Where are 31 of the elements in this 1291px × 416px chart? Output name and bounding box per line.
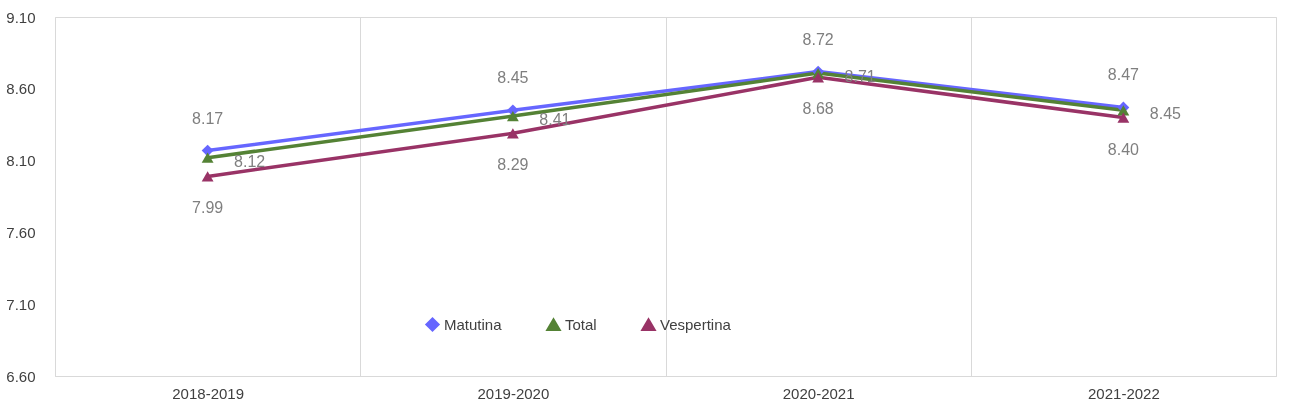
y-tick-label: 7.10 [6, 295, 36, 313]
x-tick-label: 2020-2021 [782, 384, 855, 402]
data-label: 8.45 [497, 69, 529, 87]
y-tick-label: 6.60 [6, 367, 36, 385]
y-tick-label: 7.60 [6, 223, 36, 241]
y-tick-label: 9.10 [6, 8, 36, 26]
data-label: 8.71 [844, 68, 876, 85]
data-label: 7.99 [192, 199, 224, 217]
data-label: 8.41 [539, 111, 571, 129]
data-label: 8.12 [234, 152, 266, 170]
x-tick-label: 2018-2019 [172, 384, 244, 402]
data-label: 8.40 [1107, 140, 1140, 158]
point [201, 171, 214, 182]
legend-label: Vespertina [660, 315, 732, 333]
x-tick-label: 2021-2022 [1088, 384, 1160, 402]
x-tick-label: 2019-2020 [477, 384, 550, 402]
legend-label: Matutina [444, 315, 503, 333]
legend-label: Total [565, 315, 597, 333]
point [201, 152, 214, 163]
data-label: 8.72 [802, 30, 834, 48]
y-tick-label: 8.60 [6, 80, 36, 98]
point [1117, 112, 1130, 123]
data-label: 8.47 [1107, 66, 1140, 84]
data-label: 8.29 [497, 156, 529, 174]
point [506, 128, 519, 139]
point [812, 72, 825, 83]
data-label: 8.68 [802, 100, 834, 118]
data-label: 8.45 [1149, 105, 1182, 123]
y-tick-label: 8.10 [6, 152, 36, 170]
data-label: 8.17 [192, 109, 224, 127]
point [506, 110, 519, 122]
